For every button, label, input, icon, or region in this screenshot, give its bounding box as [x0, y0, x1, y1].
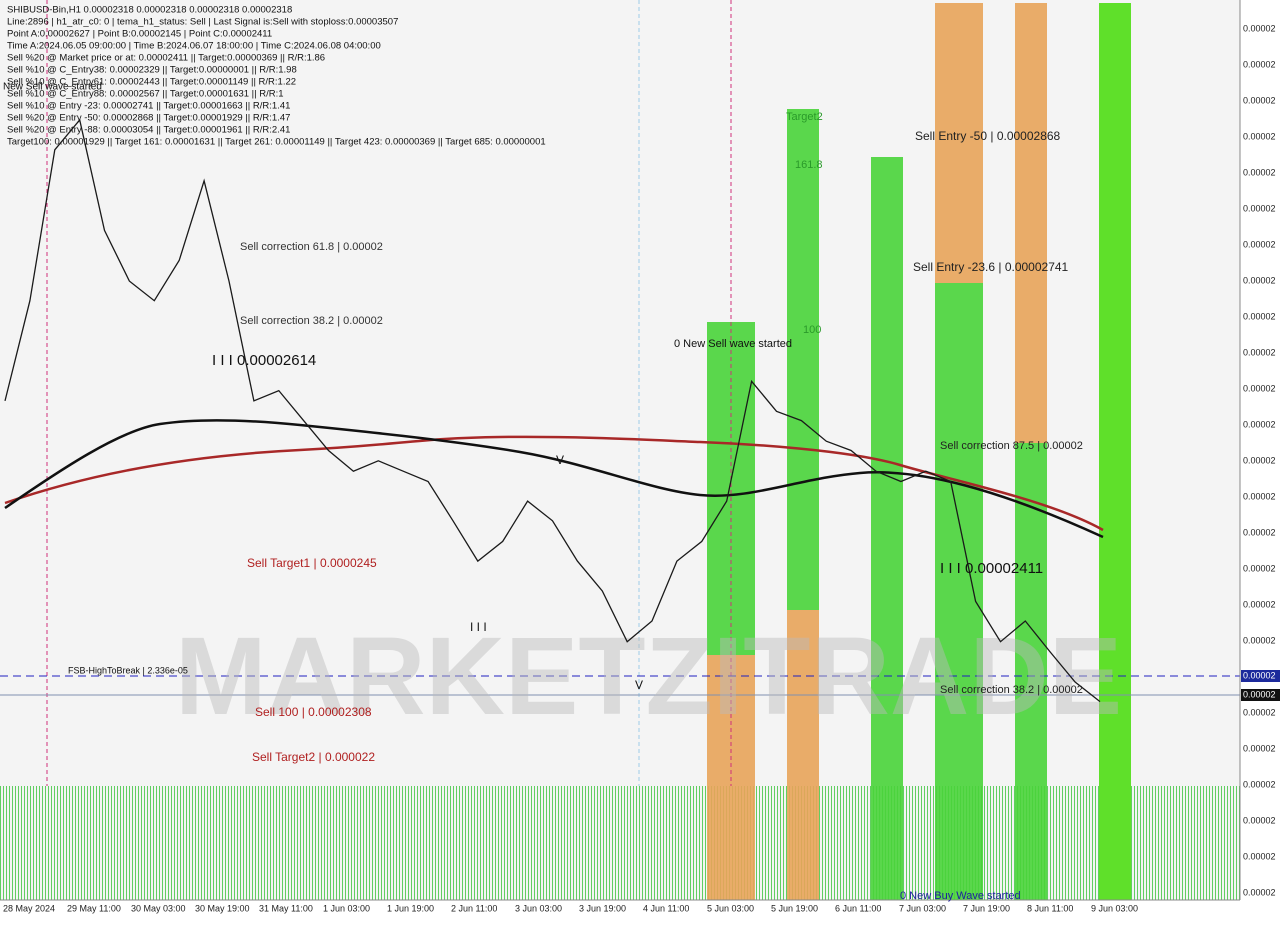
x-tick-label: 1 Jun 19:00 — [387, 903, 434, 913]
annotation: Sell Entry -50 | 0.00002868 — [915, 129, 1061, 143]
y-tick-label: 0.00002 — [1243, 347, 1276, 357]
signal-bands — [707, 3, 1131, 900]
y-tick-label: 0.00002 — [1243, 887, 1276, 897]
info-line: Sell %20 @ Market price or at: 0.0000241… — [7, 53, 325, 64]
annotation: Sell correction 38.2 | 0.00002 — [940, 684, 1083, 696]
volume-histogram — [0, 786, 1240, 900]
annotation: V — [556, 453, 564, 467]
y-tick-label: 0.00002 — [1243, 491, 1276, 501]
annotation: FSB-HighToBreak | 2.336e-05 — [68, 665, 188, 675]
annotation: Sell correction 87.5 | 0.00002 — [940, 440, 1083, 452]
x-tick-label: 5 Jun 19:00 — [771, 903, 818, 913]
annotation: I I I 0.00002614 — [212, 352, 316, 369]
price-axis — [1240, 0, 1280, 920]
watermark: MARKETZITRADE — [175, 615, 1122, 738]
price-tag: 0.00002 — [1243, 670, 1276, 680]
y-tick-label: 0.00002 — [1243, 95, 1276, 105]
x-tick-label: 9 Jun 03:00 — [1091, 903, 1138, 913]
x-tick-label: 30 May 19:00 — [195, 903, 250, 913]
y-tick-label: 0.00002 — [1243, 203, 1276, 213]
info-line: SHIBUSD-Bin,H1 0.00002318 0.00002318 0.0… — [7, 5, 292, 16]
moving-average-slow — [4, 435, 1104, 532]
annotation: I I I 0.00002411 — [940, 560, 1043, 577]
price-tag: 0.00002 — [1243, 689, 1276, 699]
annotation: 161.8 — [795, 159, 823, 171]
y-tick-label: 0.00002 — [1243, 527, 1276, 537]
y-tick-label: 0.00002 — [1243, 59, 1276, 69]
y-tick-label: 0.00002 — [1243, 635, 1276, 645]
annotation: Sell correction 61.8 | 0.00002 — [240, 241, 383, 253]
price-tag-bg — [1241, 689, 1280, 701]
x-tick-label: 7 Jun 19:00 — [963, 903, 1010, 913]
y-tick-label: 0.00002 — [1243, 599, 1276, 609]
x-tick-label: 6 Jun 11:00 — [835, 903, 881, 913]
annotation: I I I — [470, 620, 487, 634]
x-tick-label: 30 May 03:00 — [131, 903, 186, 913]
info-line: Line:2896 | h1_atr_c0: 0 | tema_h1_statu… — [7, 17, 398, 28]
x-tick-label: 7 Jun 03:00 — [899, 903, 946, 913]
y-tick-label: 0.00002 — [1243, 239, 1276, 249]
info-line: Time A:2024.06.05 09:00:00 | Time B:2024… — [7, 41, 381, 52]
info-line: Target100: 0.00001929 || Target 161: 0.0… — [7, 137, 546, 148]
y-tick-label: 0.00002 — [1243, 383, 1276, 393]
annotation: 100 — [803, 324, 821, 336]
annotation: V — [635, 678, 643, 692]
x-tick-label: 3 Jun 03:00 — [515, 903, 562, 913]
x-tick-label: 8 Jun 11:00 — [1027, 903, 1073, 913]
y-tick-label: 0.00002 — [1243, 167, 1276, 177]
x-tick-label: 1 Jun 03:00 — [323, 903, 370, 913]
annotation: Sell 100 | 0.00002308 — [255, 705, 372, 719]
annotation: Sell Target1 | 0.0000245 — [247, 556, 377, 570]
price-tag-bg — [1241, 670, 1280, 682]
x-tick-label: 5 Jun 03:00 — [707, 903, 754, 913]
annotation: 0 New Sell wave started — [674, 338, 792, 350]
info-line: Sell %20 @ Entry -88: 0.00003054 || Targ… — [7, 125, 290, 136]
y-tick-label: 0.00002 — [1243, 455, 1276, 465]
y-tick-label: 0.00002 — [1243, 851, 1276, 861]
y-tick-label: 0.00002 — [1243, 419, 1276, 429]
price-line — [4, 118, 1101, 703]
x-tick-label: 31 May 11:00 — [259, 903, 313, 913]
y-tick-label: 0.00002 — [1243, 563, 1276, 573]
info-line: Sell %10 @ C_Entry38: 0.00002329 || Targ… — [7, 65, 297, 76]
y-tick-label: 0.00002 — [1243, 815, 1276, 825]
info-line: Sell %10 @ C_Entry61: 0.00002443 || Targ… — [7, 77, 296, 88]
info-line: Sell %20 @ Entry -50: 0.00002868 || Targ… — [7, 113, 290, 124]
annotation: New Sell wave started — [3, 82, 102, 93]
x-tick-label: 28 May 2024 — [3, 903, 55, 913]
x-tick-label: 3 Jun 19:00 — [579, 903, 626, 913]
y-tick-label: 0.00002 — [1243, 23, 1276, 33]
annotation: Sell Target2 | 0.000022 — [252, 750, 375, 764]
annotation: Sell Entry -23.6 | 0.00002741 — [913, 260, 1069, 274]
y-tick-label: 0.00002 — [1243, 779, 1276, 789]
info-line: Sell %10 @ Entry -23: 0.00002741 || Targ… — [7, 101, 290, 112]
annotation: Sell correction 38.2 | 0.00002 — [240, 315, 383, 327]
annotation: Target2 — [786, 111, 823, 123]
y-tick-label: 0.00002 — [1243, 743, 1276, 753]
y-tick-label: 0.00002 — [1243, 311, 1276, 321]
info-line: Point A:0.00002627 | Point B:0.00002145 … — [7, 29, 272, 40]
x-tick-label: 2 Jun 11:00 — [451, 903, 497, 913]
annotation: 0 New Buy Wave started — [900, 890, 1021, 902]
info-line: Sell %10 @ C_Entry88: 0.00002567 || Targ… — [7, 89, 284, 100]
x-tick-label: 4 Jun 11:00 — [643, 903, 689, 913]
y-tick-label: 0.00002 — [1243, 707, 1276, 717]
y-tick-label: 0.00002 — [1243, 275, 1276, 285]
y-tick-label: 0.00002 — [1243, 131, 1276, 141]
x-tick-label: 29 May 11:00 — [67, 903, 121, 913]
